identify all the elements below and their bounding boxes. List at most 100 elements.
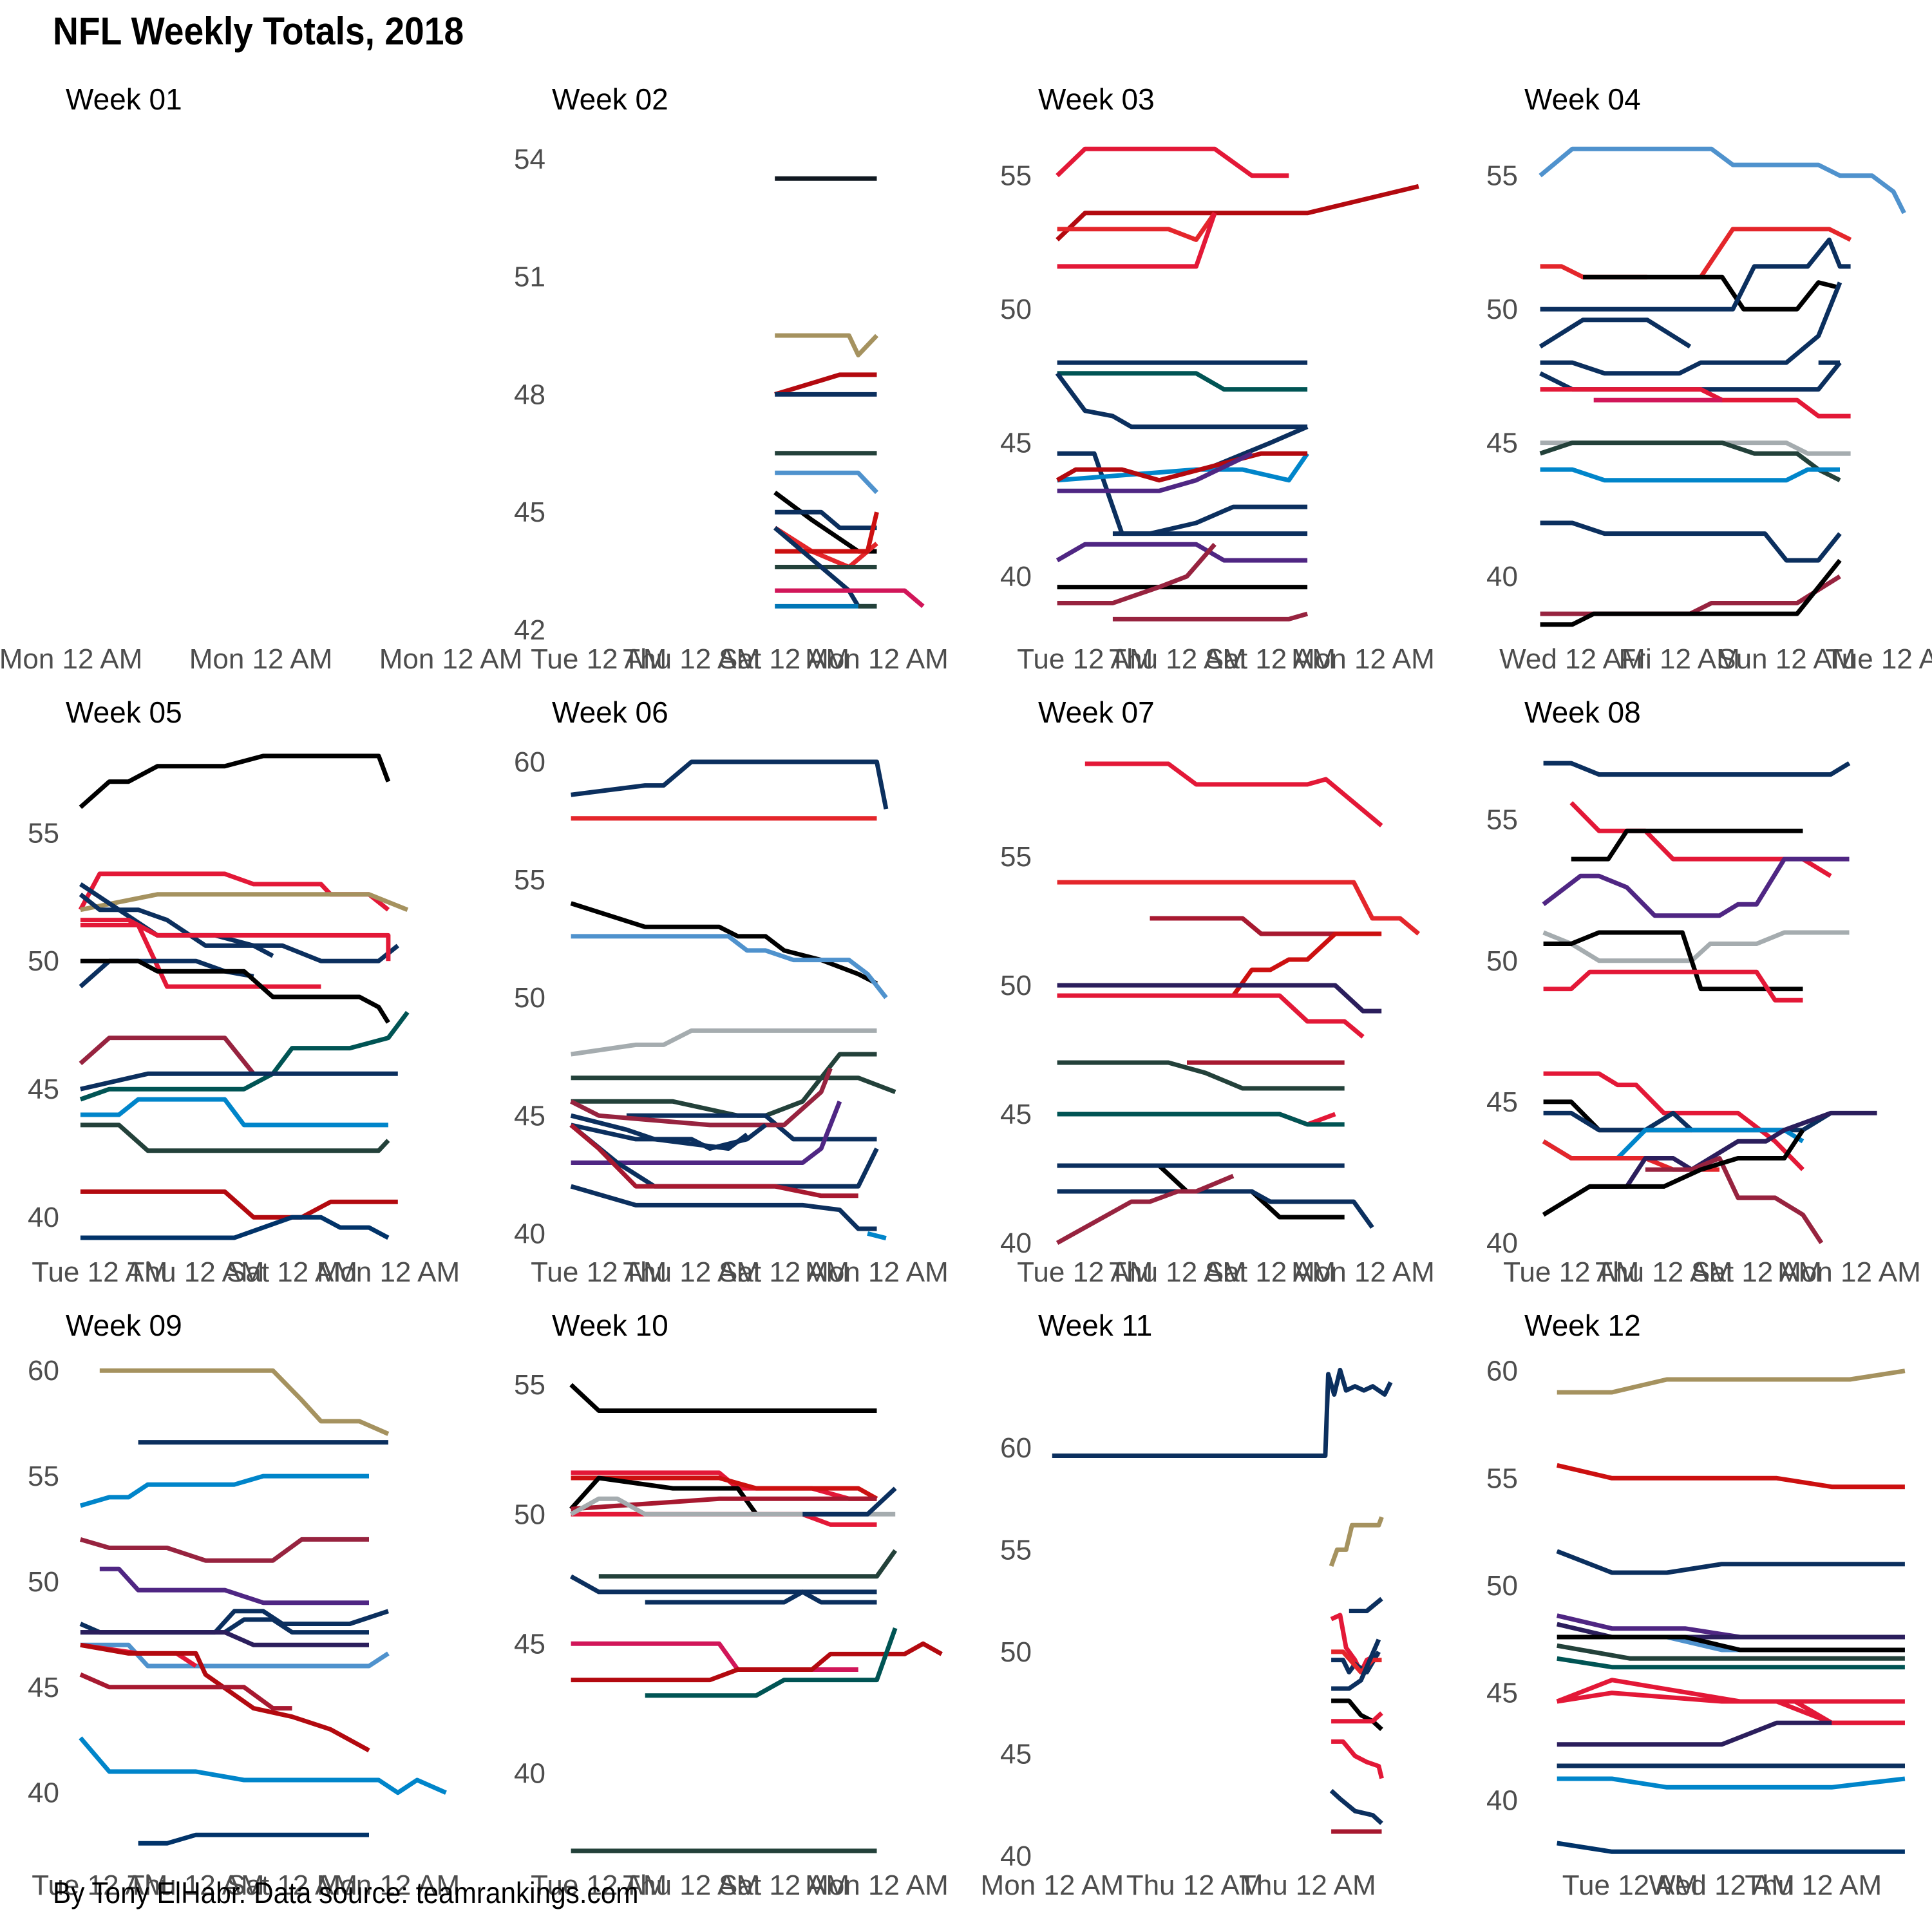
- series-line: [1556, 1613, 1905, 1640]
- x-tick-label: Thu 12 AM: [1745, 1870, 1882, 1901]
- series-line: [1331, 1638, 1381, 1691]
- y-tick-label: 45: [1486, 428, 1518, 459]
- series-line: [1557, 1368, 1906, 1395]
- facet-strip-label: Week 01: [66, 82, 182, 116]
- series-line: [571, 1052, 877, 1118]
- x-tick-label: Thu 12 AM: [623, 1870, 760, 1901]
- series-line: [79, 1010, 410, 1102]
- facet-strip-label: Week 11: [1038, 1309, 1152, 1342]
- y-tick-label: 50: [514, 1499, 545, 1530]
- series-line: [1052, 1367, 1393, 1458]
- x-tick-label: Sat 12 AM: [227, 1256, 357, 1288]
- series-line: [1056, 146, 1289, 178]
- series-line: [1557, 1656, 1905, 1670]
- facet-strip-label: Week 10: [552, 1309, 668, 1342]
- series-line: [80, 923, 321, 989]
- series-line: [1543, 969, 1803, 1003]
- y-tick-label: 40: [1486, 1227, 1518, 1259]
- series-line: [1056, 184, 1419, 242]
- series-line: [1583, 274, 1841, 312]
- series-line: [1698, 227, 1852, 279]
- x-tick-label: Sat 12 AM: [1691, 1256, 1822, 1288]
- x-tick-label: Mon 12 AM: [1291, 643, 1435, 675]
- y-tick-label: 40: [1000, 1841, 1032, 1872]
- y-tick-label: 40: [514, 1757, 545, 1789]
- series-line: [1057, 1060, 1345, 1091]
- y-tick-label: 42: [514, 614, 545, 646]
- series-line: [1057, 1189, 1374, 1229]
- y-tick-label: 60: [1486, 1356, 1518, 1387]
- series-line: [1057, 451, 1253, 493]
- series-line: [571, 1641, 943, 1683]
- series-line: [1349, 1596, 1383, 1613]
- series-line: [1556, 1678, 1905, 1704]
- facet-strip-label: Week 07: [1038, 696, 1155, 729]
- series-line: [1057, 1112, 1345, 1127]
- y-tick-label: 45: [1000, 428, 1032, 459]
- y-tick-label: 55: [1000, 841, 1032, 873]
- series-line: [1539, 146, 1906, 214]
- series-line: [80, 1122, 390, 1153]
- series-line: [1557, 1841, 1905, 1854]
- series-line: [1542, 930, 1850, 963]
- series-line: [80, 1642, 390, 1669]
- x-tick-label: Sat 12 AM: [227, 1870, 357, 1901]
- facet-strip-label: Week 09: [66, 1309, 182, 1342]
- y-tick-label: 45: [1486, 1086, 1518, 1118]
- series-line: [78, 871, 390, 912]
- x-tick-label: Mon 12 AM: [805, 643, 949, 675]
- series-line: [867, 1231, 887, 1241]
- y-tick-label: 45: [1486, 1678, 1518, 1709]
- series-line: [1571, 828, 1803, 862]
- series-line: [775, 470, 879, 495]
- series-line: [1645, 1156, 1824, 1244]
- x-tick-label: Mon 12 AM: [189, 643, 333, 675]
- series-line: [1542, 1128, 1805, 1217]
- y-tick-label: 60: [1000, 1432, 1032, 1464]
- series-line: [1540, 558, 1842, 627]
- y-tick-label: 48: [514, 379, 545, 410]
- facet-strip-label: Week 02: [552, 82, 668, 116]
- series-line: [79, 1609, 389, 1635]
- series-line: [1329, 1516, 1384, 1567]
- x-tick-label: Mon 12 AM: [317, 1870, 460, 1901]
- y-tick-label: 55: [514, 864, 545, 896]
- x-tick-label: Thu 12 AM: [128, 1870, 265, 1901]
- series-line: [1057, 451, 1308, 536]
- series-line: [1150, 916, 1345, 936]
- y-tick-label: 50: [1486, 945, 1518, 977]
- y-tick-label: 50: [514, 982, 545, 1014]
- x-tick-label: Tue 12 AM: [1825, 643, 1932, 675]
- x-tick-label: Tue 12 AM: [531, 1870, 667, 1901]
- x-tick-label: Fri 12 AM: [1619, 643, 1740, 675]
- y-tick-label: 45: [28, 1672, 59, 1703]
- x-tick-label: Sat 12 AM: [1205, 1256, 1336, 1288]
- series-line: [1543, 930, 1803, 992]
- series-line: [79, 1473, 369, 1508]
- x-tick-label: Sat 12 AM: [719, 1870, 849, 1901]
- series-line: [1542, 857, 1850, 918]
- y-tick-label: 50: [1000, 294, 1032, 325]
- y-tick-label: 50: [28, 1566, 59, 1598]
- x-tick-label: Tue 12 AM: [1503, 1256, 1639, 1288]
- series-line: [1329, 1788, 1383, 1825]
- y-tick-label: 50: [28, 945, 59, 977]
- series-line: [1057, 542, 1217, 605]
- x-tick-label: Tue 12 AM: [32, 1256, 167, 1288]
- series-line: [80, 1097, 388, 1128]
- x-tick-label: Wed 12 AM: [1649, 1870, 1795, 1901]
- series-line: [775, 333, 879, 357]
- y-tick-label: 45: [1000, 1738, 1032, 1770]
- y-tick-label: 55: [1000, 160, 1032, 192]
- x-tick-label: Tue 12 AM: [531, 1256, 667, 1288]
- series-line: [570, 1113, 749, 1151]
- series-line: [80, 918, 391, 961]
- series-line: [80, 1071, 398, 1092]
- x-tick-label: Tue 12 AM: [531, 643, 667, 675]
- series-line: [1540, 574, 1841, 616]
- x-tick-label: Thu 12 AM: [128, 1256, 265, 1288]
- series-line: [1057, 452, 1309, 483]
- y-tick-label: 50: [1000, 1636, 1032, 1668]
